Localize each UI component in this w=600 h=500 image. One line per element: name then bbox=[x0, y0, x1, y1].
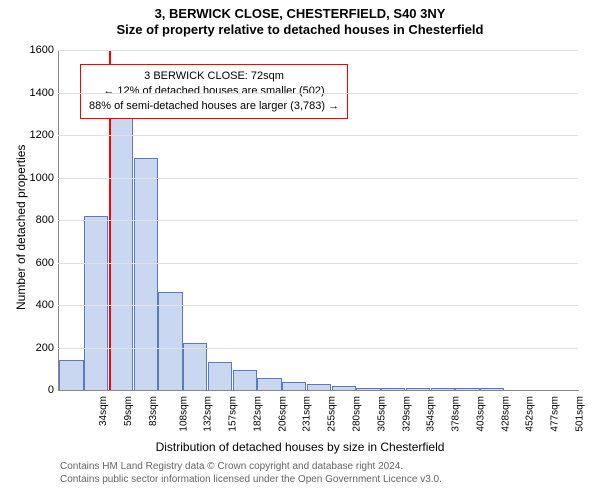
gridline bbox=[58, 93, 578, 94]
legend-line-1: 3 BERWICK CLOSE: 72sqm bbox=[89, 69, 339, 84]
gridline bbox=[58, 220, 578, 221]
footer: Contains HM Land Registry data © Crown c… bbox=[60, 460, 442, 486]
legend-box: 3 BERWICK CLOSE: 72sqm ← 12% of detached… bbox=[80, 64, 348, 119]
x-tick-label: 428sqm bbox=[500, 396, 511, 432]
y-tick-label: 800 bbox=[20, 214, 54, 226]
x-axis-label: Distribution of detached houses by size … bbox=[0, 440, 600, 454]
y-tick-label: 1600 bbox=[20, 44, 54, 56]
x-tick-label: 452sqm bbox=[525, 396, 536, 432]
x-tick-label: 231sqm bbox=[302, 396, 313, 432]
histogram-bar bbox=[109, 116, 133, 390]
histogram-bar bbox=[455, 388, 479, 390]
x-tick-label: 305sqm bbox=[376, 396, 387, 432]
histogram-bar bbox=[183, 343, 207, 390]
histogram-bar bbox=[257, 378, 281, 390]
histogram-bar bbox=[158, 292, 182, 390]
gridline bbox=[58, 348, 578, 349]
histogram-bar bbox=[282, 382, 306, 391]
x-tick-label: 378sqm bbox=[451, 396, 462, 432]
y-tick-label: 1400 bbox=[20, 87, 54, 99]
x-tick-label: 255sqm bbox=[327, 396, 338, 432]
chart-title-main: 3, BERWICK CLOSE, CHESTERFIELD, S40 3NY bbox=[0, 0, 600, 21]
histogram-bar bbox=[59, 360, 83, 390]
gridline bbox=[58, 178, 578, 179]
y-tick-label: 400 bbox=[20, 299, 54, 311]
legend-line-3: 88% of semi-detached houses are larger (… bbox=[89, 99, 339, 114]
histogram-bar bbox=[332, 386, 356, 390]
gridline bbox=[58, 135, 578, 136]
histogram-bar bbox=[480, 388, 504, 390]
x-tick-label: 403sqm bbox=[475, 396, 486, 432]
histogram-bar bbox=[134, 158, 158, 390]
x-tick-label: 501sqm bbox=[574, 396, 585, 432]
y-tick-label: 1000 bbox=[20, 172, 54, 184]
histogram-bar bbox=[208, 362, 232, 390]
histogram-bar bbox=[233, 370, 257, 390]
histogram-bar bbox=[381, 388, 405, 390]
y-tick-label: 200 bbox=[20, 342, 54, 354]
x-tick-label: 329sqm bbox=[401, 396, 412, 432]
x-tick-label: 206sqm bbox=[277, 396, 288, 432]
histogram-bar bbox=[431, 388, 455, 390]
chart-container: 3, BERWICK CLOSE, CHESTERFIELD, S40 3NY … bbox=[0, 0, 600, 500]
x-tick-label: 182sqm bbox=[253, 396, 264, 432]
chart-title-sub: Size of property relative to detached ho… bbox=[0, 21, 600, 37]
gridline bbox=[58, 50, 578, 51]
x-tick-label: 34sqm bbox=[98, 396, 109, 426]
x-tick-label: 83sqm bbox=[148, 396, 159, 426]
histogram-bar bbox=[406, 388, 430, 390]
footer-line-2: Contains public sector information licen… bbox=[60, 473, 442, 486]
histogram-bar bbox=[84, 216, 108, 390]
footer-line-1: Contains HM Land Registry data © Crown c… bbox=[60, 460, 442, 473]
x-tick-label: 132sqm bbox=[203, 396, 214, 432]
y-tick-label: 600 bbox=[20, 257, 54, 269]
x-tick-label: 108sqm bbox=[178, 396, 189, 432]
gridline bbox=[58, 305, 578, 306]
x-tick-label: 157sqm bbox=[228, 396, 239, 432]
histogram-bar bbox=[356, 388, 380, 390]
x-tick-label: 280sqm bbox=[352, 396, 363, 432]
x-tick-label: 59sqm bbox=[123, 396, 134, 426]
gridline bbox=[58, 263, 578, 264]
histogram-bar bbox=[307, 384, 331, 390]
y-tick-label: 0 bbox=[20, 384, 54, 396]
x-tick-label: 477sqm bbox=[550, 396, 561, 432]
legend-line-2: ← 12% of detached houses are smaller (50… bbox=[89, 84, 339, 99]
y-tick-label: 1200 bbox=[20, 129, 54, 141]
x-tick-label: 354sqm bbox=[426, 396, 437, 432]
y-axis-label: Number of detached properties bbox=[14, 145, 28, 310]
